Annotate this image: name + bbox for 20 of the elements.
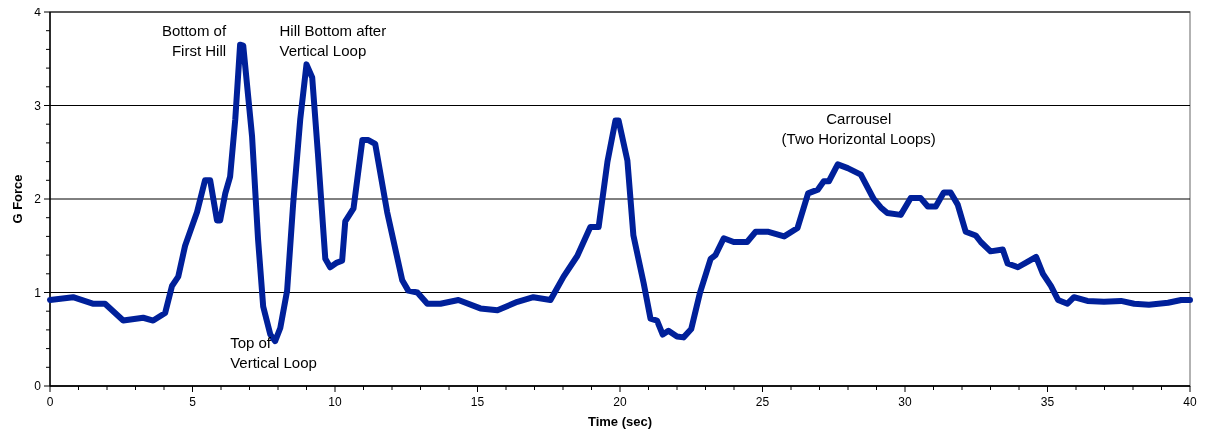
x-tick-label: 30: [898, 395, 912, 409]
y-tick-label: 4: [34, 5, 42, 19]
y-tick-label: 0: [34, 379, 42, 393]
x-tick-label: 35: [1040, 395, 1055, 409]
annotation: Top of Vertical Loop: [230, 334, 317, 372]
x-axis-title: Time (sec): [587, 414, 653, 429]
annotation: Bottom of First Hill: [161, 21, 227, 59]
y-axis-title: G Force: [10, 174, 25, 224]
x-tick-label: 25: [755, 395, 770, 409]
x-tick-label: 20: [613, 395, 627, 409]
x-tick-label: 5: [189, 395, 197, 409]
x-tick-label: 0: [46, 395, 54, 409]
x-tick-label: 10: [328, 395, 342, 409]
annotation: Hill Bottom after Vertical Loop: [279, 22, 387, 60]
y-tick-label: 2: [34, 192, 42, 206]
y-tick-label: 3: [34, 98, 42, 113]
y-tick-label: 1: [34, 285, 42, 300]
x-tick-label: 40: [1183, 395, 1197, 409]
annotation: Carrousel (Two Horizontal Loops): [781, 110, 936, 148]
x-tick-label: 15: [470, 395, 485, 409]
